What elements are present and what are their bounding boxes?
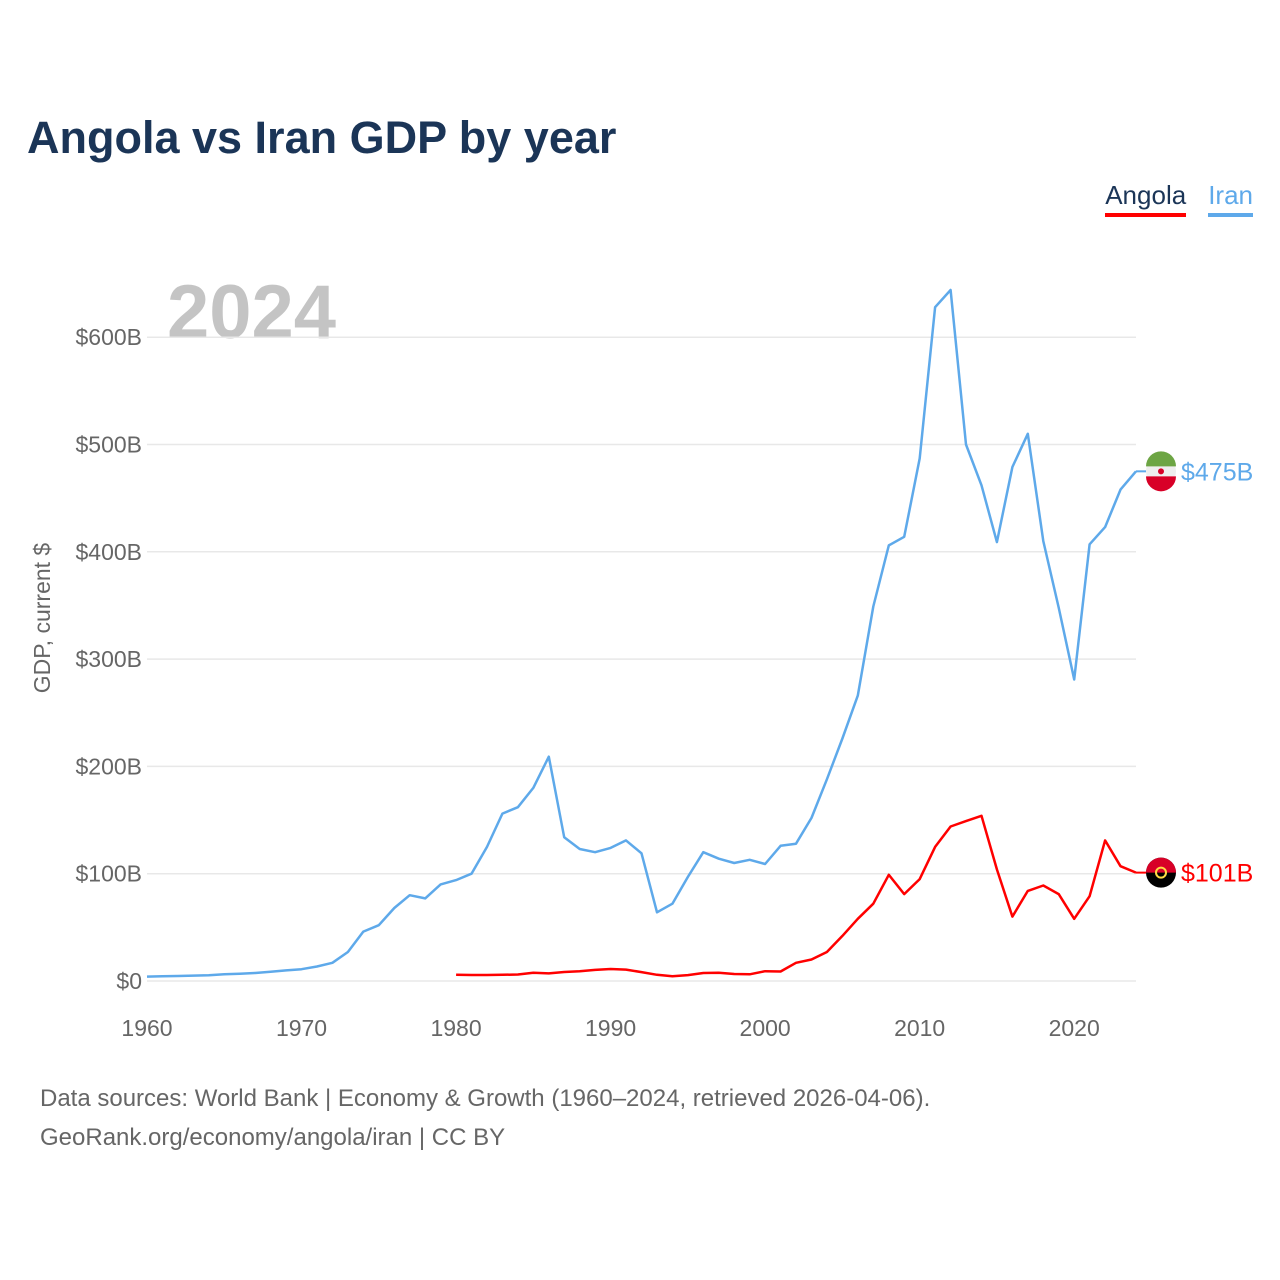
series-line-angola [456,814,1137,978]
y-axis-label: GDP, current $ [29,543,55,694]
flag-red [1146,857,1176,873]
legend: Angola Iran [1105,180,1253,217]
y-tick-label: $500B [75,432,142,458]
y-tick-label: $300B [75,646,142,672]
flag-emblem [1155,866,1167,879]
y-tick-label: $200B [75,753,142,779]
end-value-label: $101B [1181,860,1253,888]
x-tick-label: 1970 [276,1015,327,1041]
flag-emblem [1158,468,1164,475]
x-tick-label: 1980 [430,1015,481,1041]
x-tick-label: 2020 [1049,1015,1100,1041]
y-tick-label: $600B [75,324,142,350]
flag-red [1146,476,1176,492]
x-tick-label: 2010 [894,1015,945,1041]
series-line-iran [146,288,1137,978]
legend-item-iran[interactable]: Iran [1208,180,1253,217]
year-watermark: 2024 [167,270,336,355]
x-tick-label: 2000 [740,1015,791,1041]
chart-title: Angola vs Iran GDP by year [27,112,617,163]
y-tick-label: $400B [75,539,142,565]
footer-source: Data sources: World Bank | Economy & Gro… [40,1085,931,1112]
flag-green [1146,451,1176,467]
y-tick-label: $0 [116,968,142,994]
end-value-label: $475B [1181,458,1253,486]
footer-link[interactable]: GeoRank.org/economy/angola/iran | CC BY [40,1124,506,1151]
legend-item-angola[interactable]: Angola [1105,180,1187,217]
x-tick-label: 1960 [121,1015,172,1041]
x-tick-label: 1990 [585,1015,636,1041]
y-tick-label: $100B [75,861,142,887]
